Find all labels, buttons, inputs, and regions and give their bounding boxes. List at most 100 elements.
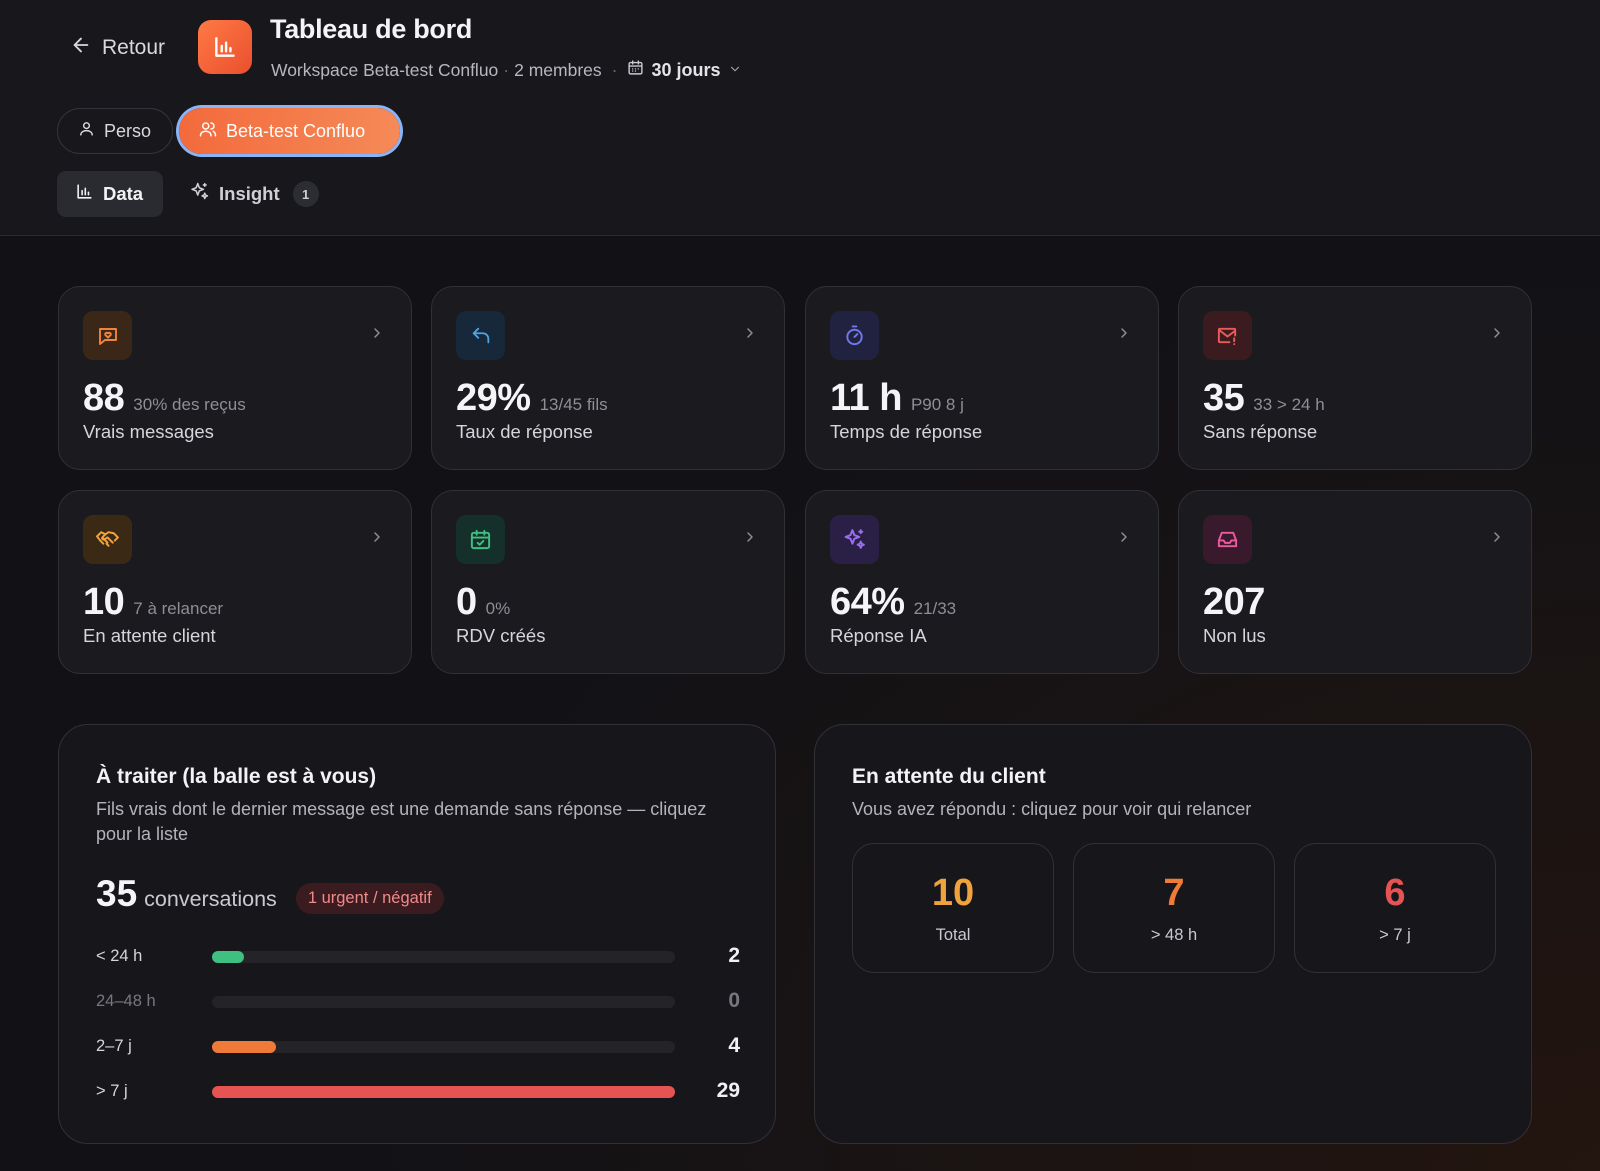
kpi-value: 11 h: [830, 377, 902, 419]
bar-chart-icon: [75, 182, 94, 206]
bucket-row[interactable]: 2–7 j 4: [96, 1034, 740, 1059]
handshake-icon: [83, 515, 132, 564]
message-heart-icon: [83, 311, 132, 360]
waiting-label: > 7 j: [1379, 926, 1411, 944]
chevron-right-icon: [742, 529, 758, 550]
bucket-label: < 24 h: [96, 947, 143, 965]
bucket-track: [212, 1086, 675, 1098]
kpi-sub: P90 8 j: [910, 395, 964, 414]
bucket-label: 2–7 j: [96, 1037, 132, 1055]
kpi-card-reponse-ia[interactable]: 64% 21/33 Réponse IA: [805, 490, 1159, 674]
kpi-card-vrais-messages[interactable]: 88 30% des reçus Vrais messages: [58, 286, 412, 470]
back-button[interactable]: Retour: [70, 34, 165, 62]
chevron-right-icon: [1489, 529, 1505, 550]
chevron-right-icon: [369, 529, 385, 550]
chevron-right-icon: [742, 325, 758, 346]
bucket-track: [212, 951, 675, 963]
todo-count-label: conversations: [144, 887, 277, 911]
kpi-value: 88: [83, 377, 125, 419]
kpi-label: Vrais messages: [83, 421, 214, 442]
kpi-label: Sans réponse: [1203, 421, 1318, 442]
kpi-value: 207: [1203, 581, 1265, 623]
kpi-card-non-lus[interactable]: 207 Non lus: [1178, 490, 1532, 674]
kpi-sub: 7 à relancer: [133, 599, 224, 618]
kpi-label: Temps de réponse: [830, 421, 983, 442]
bucket-track: [212, 1041, 675, 1053]
todo-count-row: 35 conversations 1 urgent / négatif: [96, 873, 444, 917]
sparkles-icon: [830, 515, 879, 564]
scope-perso-label: Perso: [104, 120, 152, 141]
calendar-check-icon: [456, 515, 505, 564]
urgent-badge[interactable]: 1 urgent / négatif: [295, 883, 444, 914]
kpi-sub: 13/45 fils: [539, 395, 608, 414]
bucket-value: 2: [728, 944, 740, 967]
waiting-label: > 48 h: [1150, 926, 1198, 944]
kpi-value: 64%: [830, 581, 905, 623]
reply-icon: [456, 311, 505, 360]
bucket-track: [212, 996, 675, 1008]
chevron-right-icon: [1116, 529, 1132, 550]
bucket-value: 29: [716, 1079, 740, 1102]
bucket-fill: [212, 951, 245, 963]
mail-alert-icon: [1203, 311, 1252, 360]
waiting-48h-box[interactable]: 7 > 48 h: [1073, 843, 1275, 973]
workspace-subline: Workspace Beta-test Confluo · 2 membres …: [271, 58, 742, 82]
top-header: Retour Tableau de bord Workspace Beta-te…: [0, 0, 1600, 236]
bucket-label: 24–48 h: [96, 992, 156, 1010]
period-select[interactable]: 30 jours: [627, 59, 741, 81]
bucket-value: 0: [728, 989, 740, 1012]
bucket-fill: [212, 1086, 675, 1098]
kpi-card-temps-reponse[interactable]: 11 h P90 8 j Temps de réponse: [805, 286, 1159, 470]
users-icon: [199, 120, 217, 143]
bucket-row[interactable]: < 24 h 2: [96, 944, 740, 969]
todo-panel: À traiter (la balle est à vous) Fils vra…: [58, 724, 776, 1144]
kpi-value: 0: [456, 581, 477, 623]
kpi-label: Non lus: [1203, 625, 1266, 646]
waiting-description: Vous avez répondu : cliquez pour voir qu…: [852, 799, 1252, 819]
kpi-card-rdv-crees[interactable]: 0 0% RDV créés: [431, 490, 785, 674]
tab-data-label: Data: [103, 183, 144, 204]
dashboard-app-icon: [198, 20, 252, 74]
bucket-row[interactable]: > 7 j 29: [96, 1079, 740, 1104]
scope-team-button[interactable]: Beta-test Confluo: [179, 108, 400, 154]
workspace-name: Workspace Beta-test Confluo: [271, 59, 499, 80]
scope-perso-button[interactable]: Perso: [57, 108, 173, 154]
kpi-card-sans-reponse[interactable]: 35 33 > 24 h Sans réponse: [1178, 286, 1532, 470]
kpi-card-attente-client[interactable]: 10 7 à relancer En attente client: [58, 490, 412, 674]
todo-description: Fils vrais dont le dernier message est u…: [96, 799, 707, 844]
calendar-icon: [627, 59, 644, 81]
waiting-7d-box[interactable]: 6 > 7 j: [1294, 843, 1496, 973]
bucket-value: 4: [728, 1034, 740, 1057]
insight-count-badge: 1: [292, 181, 319, 207]
kpi-sub: 21/33: [913, 599, 957, 618]
waiting-panel: En attente du client Vous avez répondu :…: [814, 724, 1532, 1144]
kpi-card-taux-reponse[interactable]: 29% 13/45 fils Taux de réponse: [431, 286, 785, 470]
waiting-label: Total: [935, 926, 971, 944]
waiting-value: 10: [931, 872, 975, 914]
arrow-left-icon: [70, 34, 92, 62]
kpi-value: 10: [83, 581, 125, 623]
bucket-fill: [212, 1041, 276, 1053]
sparkles-icon: [189, 181, 210, 207]
kpi-label: RDV créés: [456, 625, 546, 646]
timer-icon: [830, 311, 879, 360]
kpi-sub: 33 > 24 h: [1253, 395, 1325, 414]
separator-dot: ·: [611, 59, 618, 80]
inbox-icon: [1203, 515, 1252, 564]
kpi-label: Taux de réponse: [456, 421, 593, 442]
todo-title: À traiter (la balle est à vous): [96, 765, 377, 788]
kpi-label: En attente client: [83, 625, 216, 646]
bucket-row[interactable]: 24–48 h 0: [96, 989, 740, 1014]
bucket-label: > 7 j: [96, 1082, 128, 1100]
chevron-right-icon: [1489, 325, 1505, 346]
waiting-total-box[interactable]: 10 Total: [852, 843, 1054, 973]
chevron-down-icon: [728, 60, 742, 81]
kpi-value: 35: [1203, 377, 1245, 419]
tab-insight-label: Insight: [219, 183, 280, 204]
waiting-value: 7: [1163, 872, 1185, 914]
kpi-value: 29%: [456, 377, 531, 419]
tab-insight[interactable]: Insight 1: [185, 171, 323, 217]
tab-data[interactable]: Data: [57, 171, 163, 217]
kpi-sub: 0%: [485, 599, 511, 618]
waiting-title: En attente du client: [852, 765, 1046, 788]
